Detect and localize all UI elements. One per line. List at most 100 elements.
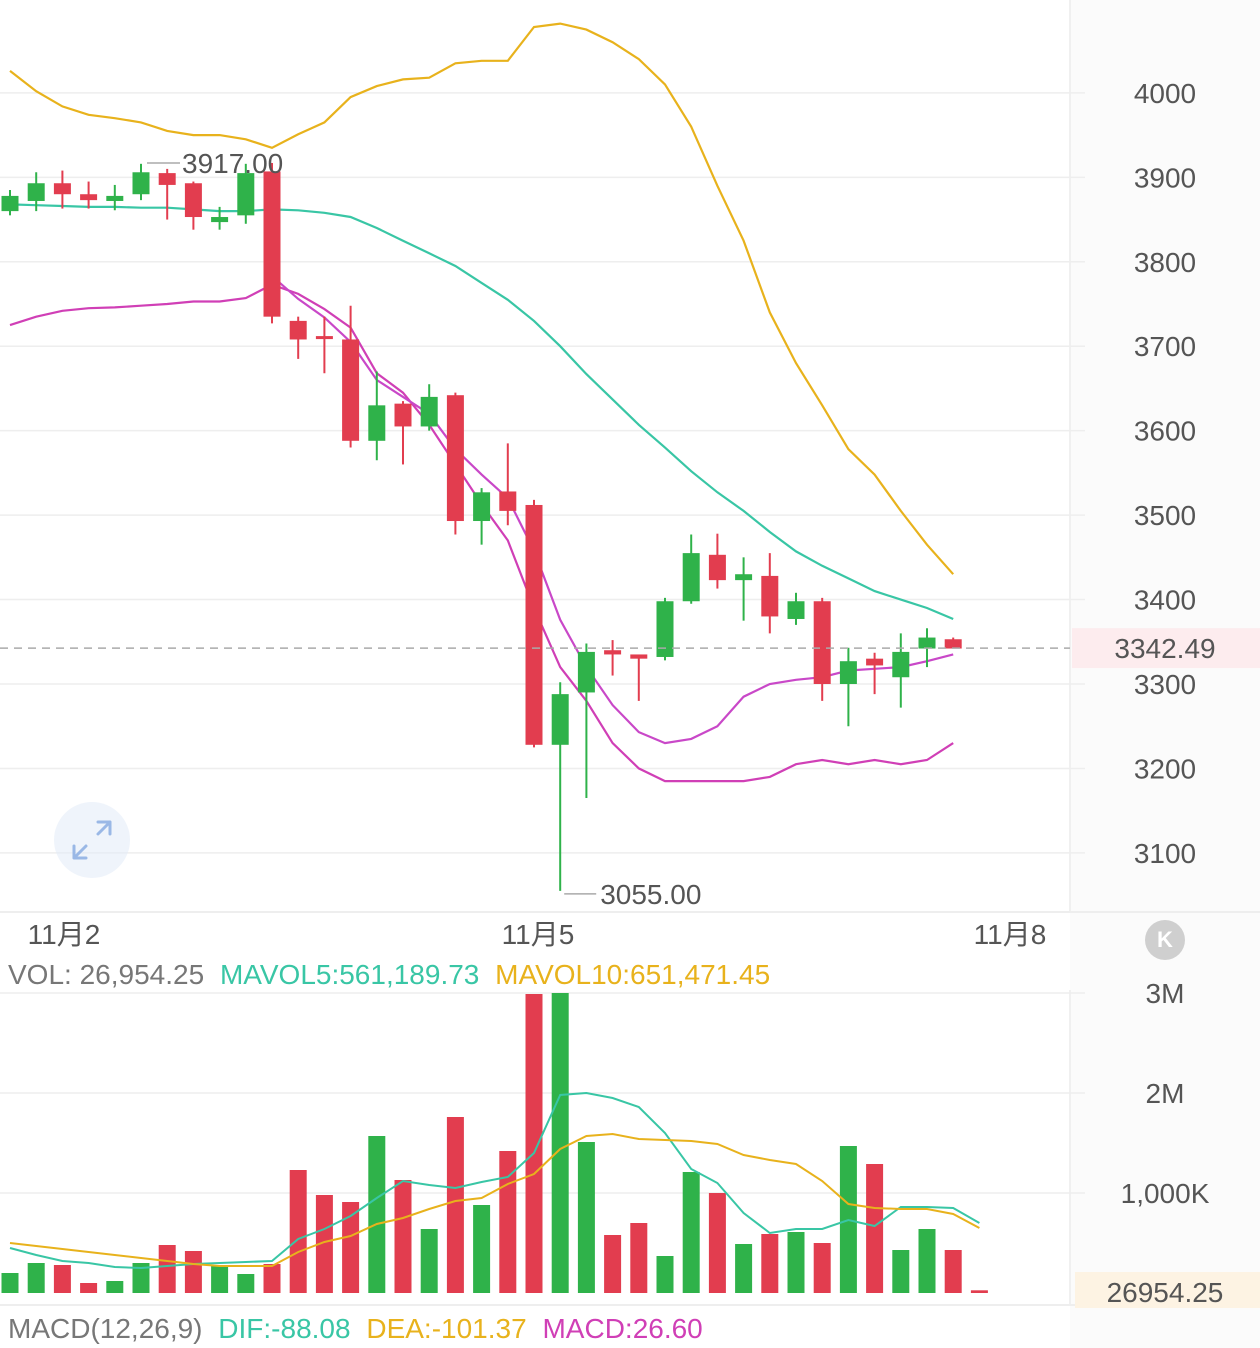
volume-bar xyxy=(473,1205,491,1293)
price-tick-label: 4000 xyxy=(1134,78,1196,109)
candle xyxy=(708,533,726,589)
candle xyxy=(420,384,438,431)
candle xyxy=(315,316,333,374)
volume-value-label: VOL: 26,954.25 xyxy=(8,959,204,990)
volume-bar xyxy=(211,1266,229,1293)
candle xyxy=(944,637,962,649)
candle xyxy=(735,557,753,621)
volume-bar xyxy=(866,1164,884,1293)
candlestick-series xyxy=(1,162,962,891)
candle xyxy=(787,592,805,625)
candle xyxy=(813,597,831,701)
price-tick-label: 3200 xyxy=(1134,753,1196,784)
x-tick-label: 11月8 xyxy=(974,919,1047,950)
ma-short-line xyxy=(271,275,954,745)
volume-bar xyxy=(944,1250,962,1293)
volume-bar xyxy=(184,1251,202,1293)
dif-label: DIF:-88.08 xyxy=(218,1313,350,1344)
boll-upper-line xyxy=(9,22,955,575)
candle xyxy=(577,643,595,798)
volume-bar xyxy=(446,1117,464,1293)
volume-bar xyxy=(80,1283,98,1293)
volume-bar xyxy=(106,1281,124,1293)
candle xyxy=(368,371,386,461)
volume-bar xyxy=(132,1263,150,1293)
candle xyxy=(211,206,229,230)
volume-bar xyxy=(970,1290,988,1293)
volume-y-axis: 3M 2M 1,000K xyxy=(1121,978,1210,1209)
candle xyxy=(53,170,71,209)
price-tick-label: 3400 xyxy=(1134,585,1196,616)
candle xyxy=(866,652,884,695)
current-price-tag xyxy=(1072,628,1260,669)
volume-info-line: VOL: 26,954.25 MAVOL5:561,189.73 MAVOL10… xyxy=(8,959,770,990)
candle xyxy=(682,534,700,604)
volume-tick-label: 1,000K xyxy=(1121,1178,1210,1209)
volume-bar-series xyxy=(1,993,988,1293)
volume-bar xyxy=(53,1265,71,1293)
volume-bar xyxy=(813,1243,831,1293)
candle xyxy=(473,488,491,545)
x-tick-label: 11月2 xyxy=(28,919,101,950)
candle xyxy=(1,190,19,216)
candle xyxy=(892,633,910,708)
volume-bar xyxy=(708,1193,726,1293)
macd-params-label: MACD(12,26,9) xyxy=(8,1313,203,1344)
price-y-axis: 4000 3900 3800 3700 3600 3500 3400 3300 3200 3100 xyxy=(1134,78,1196,869)
volume-bar xyxy=(761,1234,779,1293)
volume-bar xyxy=(656,1256,674,1293)
current-volume-tag xyxy=(1075,1272,1260,1308)
volume-bar xyxy=(787,1232,805,1293)
boll-mid-line xyxy=(9,203,954,621)
x-tick-label: 11月5 xyxy=(502,919,575,950)
mavol10-line xyxy=(9,1132,980,1267)
price-tick-label: 3800 xyxy=(1134,247,1196,278)
volume-bar xyxy=(315,1195,333,1293)
candle xyxy=(394,401,412,465)
candle xyxy=(630,654,648,701)
volume-bar xyxy=(682,1172,700,1293)
candle xyxy=(446,392,464,535)
y-axis-panel xyxy=(1070,0,1260,1348)
volume-bar xyxy=(892,1250,910,1293)
expand-arrows-icon xyxy=(72,820,112,860)
volume-bar xyxy=(630,1223,648,1293)
candle xyxy=(184,181,202,230)
candle xyxy=(551,682,569,891)
candle xyxy=(289,316,307,359)
candle xyxy=(604,640,622,676)
volume-bar xyxy=(342,1202,360,1293)
candle xyxy=(499,443,517,526)
candle xyxy=(27,172,45,212)
volume-bar xyxy=(289,1170,307,1293)
volume-bar xyxy=(525,994,543,1293)
candle xyxy=(761,553,779,634)
volume-tick-label: 3M xyxy=(1146,978,1185,1009)
volume-bar xyxy=(735,1244,753,1293)
mavol5-label: MAVOL5:561,189.73 xyxy=(220,959,479,990)
price-tick-label: 3900 xyxy=(1134,162,1196,193)
price-tick-label: 3500 xyxy=(1134,500,1196,531)
mavol10-label: MAVOL10:651,471.45 xyxy=(495,959,770,990)
candle xyxy=(106,184,124,211)
dea-label: DEA:-101.37 xyxy=(366,1313,526,1344)
candle xyxy=(80,181,98,209)
candle xyxy=(158,168,176,220)
volume-tick-label: 2M xyxy=(1146,1078,1185,1109)
candle xyxy=(525,499,543,748)
expand-chart-button[interactable] xyxy=(54,802,130,878)
k-line-toggle-button[interactable]: K xyxy=(1145,920,1185,960)
price-tick-label: 3300 xyxy=(1134,669,1196,700)
current-volume-label: 26954.25 xyxy=(1107,1277,1224,1308)
price-tick-label: 3700 xyxy=(1134,331,1196,362)
candle xyxy=(342,305,360,448)
volume-bar xyxy=(604,1235,622,1293)
volume-bar xyxy=(263,1264,281,1293)
price-tick-label: 3100 xyxy=(1134,838,1196,869)
candle xyxy=(839,647,857,727)
volume-bar xyxy=(368,1136,386,1293)
price-tick-label: 3600 xyxy=(1134,416,1196,447)
volume-bar xyxy=(1,1273,19,1293)
high-marker-label: 3917.00 xyxy=(182,148,283,179)
